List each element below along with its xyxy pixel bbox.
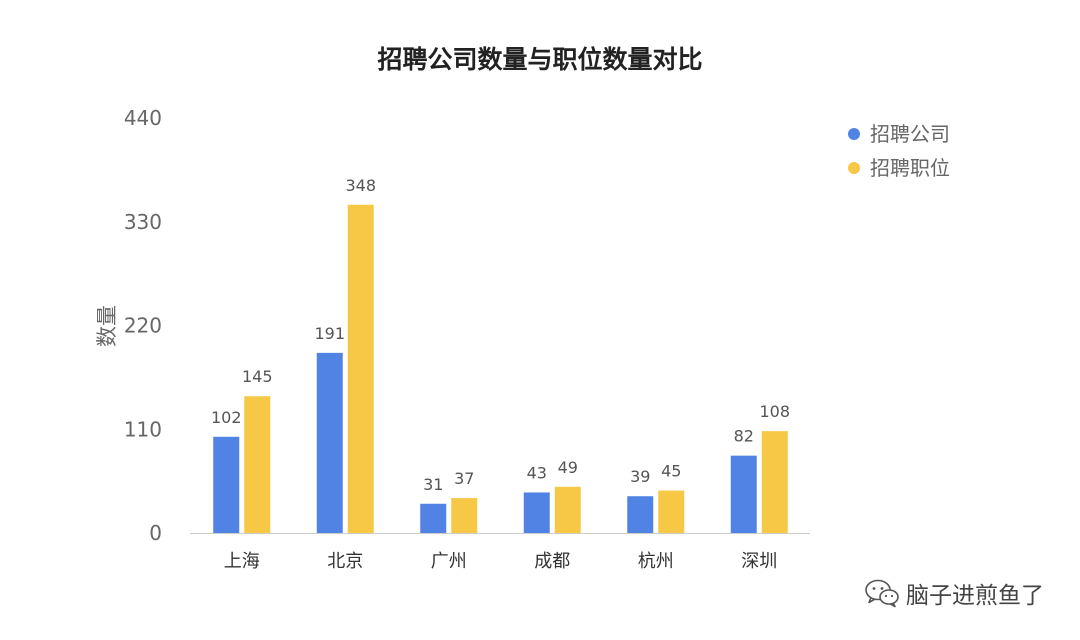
bars: [213, 204, 788, 534]
watermark-text: 脑子进煎鱼了: [906, 583, 1044, 609]
x-tick-label: 成都: [534, 551, 570, 572]
y-axis-title: 数量: [95, 305, 119, 347]
data-label: 108: [759, 402, 790, 421]
category-labels: 上海 北京 广州 成都 杭州 深圳: [224, 551, 778, 572]
y-tick-label: 110: [124, 417, 162, 441]
data-label: 145: [242, 367, 273, 386]
data-label: 43: [527, 463, 547, 482]
y-tick-label: 0: [149, 521, 162, 545]
data-label: 191: [314, 324, 345, 343]
y-axis-ticks: 0 110 220 330 440: [124, 106, 162, 545]
bar-positions: [658, 490, 685, 533]
data-labels: 102 145 191 348 31 37 43 49 39 45 82 108: [211, 176, 790, 494]
legend-item[interactable]: 招聘公司: [848, 122, 950, 146]
bar-companies: [523, 492, 550, 533]
y-tick-label: 220: [124, 314, 162, 338]
data-label: 45: [661, 462, 681, 481]
data-label: 49: [558, 458, 578, 477]
bar-companies: [627, 496, 654, 533]
legend-item[interactable]: 招聘职位: [848, 156, 950, 180]
data-label: 82: [734, 427, 754, 446]
wechat-icon: [865, 579, 899, 608]
x-tick-label: 深圳: [741, 551, 777, 572]
watermark: 脑子进煎鱼了: [864, 576, 1044, 610]
y-tick-label: 440: [124, 106, 162, 130]
bar-companies: [316, 352, 343, 533]
legend-label: 招聘职位: [870, 156, 950, 180]
bar-positions: [451, 498, 478, 533]
data-label: 37: [454, 469, 474, 488]
x-tick-label: 上海: [224, 551, 260, 572]
bar-positions: [761, 431, 788, 533]
data-label: 348: [345, 176, 376, 195]
bar-companies: [730, 455, 757, 533]
x-tick-label: 北京: [327, 551, 363, 572]
bar-companies: [420, 503, 447, 533]
legend-marker: [848, 128, 860, 140]
data-label: 39: [630, 467, 650, 486]
chart-title: 招聘公司数量与职位数量对比: [377, 45, 702, 74]
x-tick-label: 杭州: [638, 551, 674, 572]
y-tick-label: 330: [124, 210, 162, 234]
bar-positions: [244, 396, 271, 533]
legend-marker: [848, 162, 860, 174]
x-tick-label: 广州: [431, 551, 467, 572]
bar-companies: [213, 436, 240, 533]
bar-positions: [347, 204, 374, 534]
legend-label: 招聘公司: [870, 122, 950, 146]
bar-positions: [554, 486, 581, 533]
data-label: 31: [423, 475, 443, 494]
data-label: 102: [211, 408, 242, 427]
